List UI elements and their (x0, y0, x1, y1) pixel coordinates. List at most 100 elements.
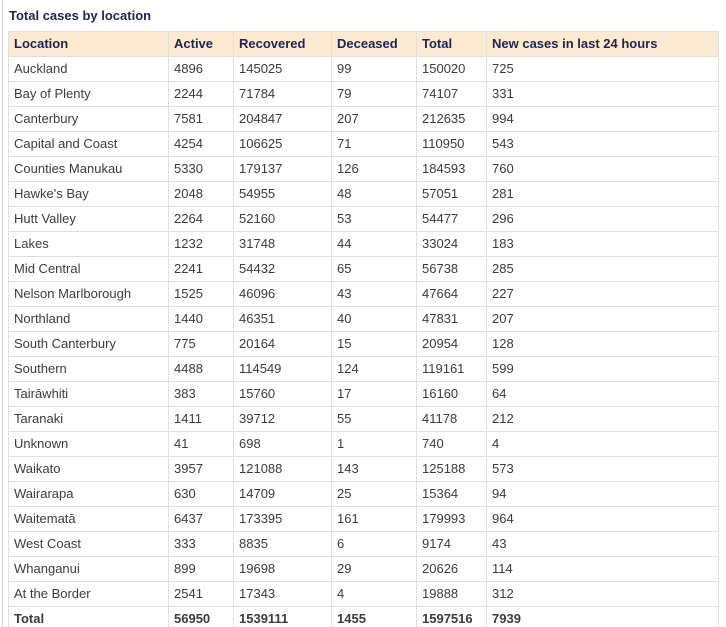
cell-active: 41 (168, 431, 234, 457)
cell-recovered: 46096 (233, 281, 332, 307)
cell-deceased: 71 (331, 131, 417, 157)
cell-location: Lakes (8, 231, 169, 257)
table-row-wairarapa: Wairarapa 630 14709 25 15364 94 (8, 481, 719, 507)
table-row-southern: Southern 4488 114549 124 119161 599 (8, 356, 719, 382)
cell-location: Tairāwhiti (8, 381, 169, 407)
column-header-new-cases-in-last-24-hours: New cases in last 24 hours (486, 31, 719, 57)
cell-total: 16160 (416, 381, 487, 407)
cell-deceased: 161 (331, 506, 417, 532)
cell-new-cases: 312 (486, 581, 719, 607)
cell-active: 56950 (168, 606, 234, 627)
cell-location: Wairarapa (8, 481, 169, 507)
cell-total: 56738 (416, 256, 487, 282)
cell-total: 1597516 (416, 606, 487, 627)
cell-deceased: 124 (331, 356, 417, 382)
cell-new-cases: 296 (486, 206, 719, 232)
cell-total: 47831 (416, 306, 487, 332)
cell-recovered: 71784 (233, 81, 332, 107)
cell-location: Auckland (8, 56, 169, 82)
cell-deceased: 4 (331, 581, 417, 607)
table-row-counties-manukau: Counties Manukau 5330 179137 126 184593 760 (8, 156, 719, 182)
cell-recovered: 39712 (233, 406, 332, 432)
column-header-active: Active (168, 31, 234, 57)
cell-recovered: 31748 (233, 231, 332, 257)
cell-total: 212635 (416, 106, 487, 132)
cell-total: 15364 (416, 481, 487, 507)
cell-active: 4254 (168, 131, 234, 157)
cell-location: Hawke's Bay (8, 181, 169, 207)
cell-active: 6437 (168, 506, 234, 532)
cell-deceased: 99 (331, 56, 417, 82)
cell-recovered: 17343 (233, 581, 332, 607)
cell-total: 20954 (416, 331, 487, 357)
cell-recovered: 52160 (233, 206, 332, 232)
table-row-northland: Northland 1440 46351 40 47831 207 (8, 306, 719, 332)
cell-active: 7581 (168, 106, 234, 132)
cell-active: 630 (168, 481, 234, 507)
cell-location: Capital and Coast (8, 131, 169, 157)
cell-active: 2048 (168, 181, 234, 207)
cell-location: Total (8, 606, 169, 627)
cell-new-cases: 4 (486, 431, 719, 457)
cell-new-cases: 543 (486, 131, 719, 157)
table-row-waitemat: Waitematā 6437 173395 161 179993 964 (8, 506, 719, 532)
cases-table: Location Active Recovered Deceased Total New … (8, 31, 719, 627)
cell-location: Southern (8, 356, 169, 382)
cell-total: 20626 (416, 556, 487, 582)
table-row-hawke-s-bay: Hawke's Bay 2048 54955 48 57051 281 (8, 181, 719, 207)
cell-location: Bay of Plenty (8, 81, 169, 107)
cell-active: 3957 (168, 456, 234, 482)
cell-recovered: 114549 (233, 356, 332, 382)
cell-deceased: 43 (331, 281, 417, 307)
cell-recovered: 46351 (233, 306, 332, 332)
cell-new-cases: 94 (486, 481, 719, 507)
cell-deceased: 48 (331, 181, 417, 207)
cell-total: 179993 (416, 506, 487, 532)
cell-new-cases: 760 (486, 156, 719, 182)
cell-new-cases: 183 (486, 231, 719, 257)
cell-deceased: 40 (331, 306, 417, 332)
cell-deceased: 6 (331, 531, 417, 557)
cell-deceased: 17 (331, 381, 417, 407)
content-left-border (2, 0, 3, 627)
cell-active: 333 (168, 531, 234, 557)
cell-location: Northland (8, 306, 169, 332)
cell-active: 2264 (168, 206, 234, 232)
cell-recovered: 121088 (233, 456, 332, 482)
cell-active: 4488 (168, 356, 234, 382)
cell-recovered: 698 (233, 431, 332, 457)
cell-recovered: 54432 (233, 256, 332, 282)
cell-deceased: 15 (331, 331, 417, 357)
column-header-deceased: Deceased (331, 31, 417, 57)
table-row-lakes: Lakes 1232 31748 44 33024 183 (8, 231, 719, 257)
cell-deceased: 44 (331, 231, 417, 257)
cell-new-cases: 573 (486, 456, 719, 482)
cell-active: 1232 (168, 231, 234, 257)
cell-total: 47664 (416, 281, 487, 307)
cell-recovered: 54955 (233, 181, 332, 207)
cell-location: Whanganui (8, 556, 169, 582)
table-row-at-the-border: At the Border 2541 17343 4 19888 312 (8, 581, 719, 607)
table-header-row: Location Active Recovered Deceased Total New … (8, 31, 719, 57)
table-row-capital-and-coast: Capital and Coast 4254 106625 71 110950 543 (8, 131, 719, 157)
cell-active: 1440 (168, 306, 234, 332)
table-row-taranaki: Taranaki 1411 39712 55 41178 212 (8, 406, 719, 432)
cell-total: 74107 (416, 81, 487, 107)
cell-new-cases: 285 (486, 256, 719, 282)
cell-total: 110950 (416, 131, 487, 157)
cell-location: Hutt Valley (8, 206, 169, 232)
cell-new-cases: 43 (486, 531, 719, 557)
table-row-tair-whiti: Tairāwhiti 383 15760 17 16160 64 (8, 381, 719, 407)
cell-recovered: 145025 (233, 56, 332, 82)
cell-recovered: 20164 (233, 331, 332, 357)
cell-location: Taranaki (8, 406, 169, 432)
table-body: Auckland 4896 145025 99 150020 725 Bay of Plen… (8, 56, 719, 627)
table-row-waikato: Waikato 3957 121088 143 125188 573 (8, 456, 719, 482)
cell-location: Mid Central (8, 256, 169, 282)
cell-new-cases: 128 (486, 331, 719, 357)
cell-recovered: 1539111 (233, 606, 332, 627)
table-row-mid-central: Mid Central 2241 54432 65 56738 285 (8, 256, 719, 282)
cell-deceased: 1 (331, 431, 417, 457)
cell-new-cases: 227 (486, 281, 719, 307)
cell-new-cases: 599 (486, 356, 719, 382)
